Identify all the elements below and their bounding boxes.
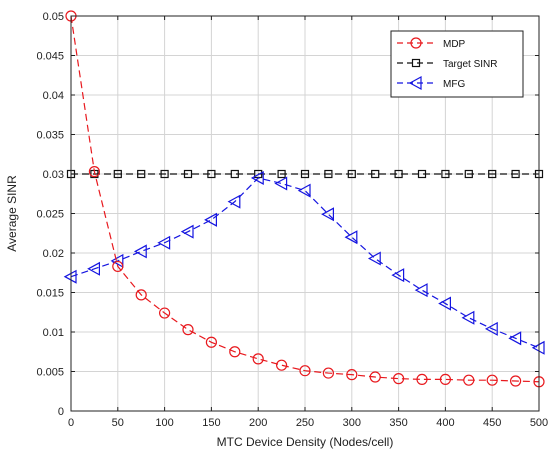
data-point-target-sinr bbox=[113, 169, 122, 179]
data-point-mdp bbox=[322, 367, 334, 379]
series-line-mdp bbox=[70, 15, 540, 383]
data-point-mfg bbox=[461, 310, 475, 325]
data-point-mfg bbox=[180, 224, 194, 239]
data-point-mfg bbox=[414, 283, 428, 298]
y-tick-label: 0.04 bbox=[43, 90, 64, 102]
data-point-mdp bbox=[182, 324, 194, 336]
legend-marker-target-sinr bbox=[411, 58, 421, 68]
x-tick-label: 500 bbox=[530, 417, 548, 429]
data-point-mfg bbox=[508, 331, 522, 346]
x-tick-label: 400 bbox=[436, 417, 454, 429]
y-tick-label: 0.05 bbox=[43, 11, 64, 23]
data-point-target-sinr bbox=[488, 169, 497, 179]
legend-marker-mfg bbox=[408, 75, 422, 91]
ticks: 0 50 100 150 200 250 300 350 400 450 500 0 0.005 0.01… bbox=[36, 11, 548, 429]
series-line-mfg bbox=[70, 177, 540, 349]
y-tick-label: 0.03 bbox=[43, 169, 64, 181]
data-point-mfg bbox=[87, 261, 101, 276]
series-mfg bbox=[63, 170, 545, 355]
legend-label-mdp: MDP bbox=[443, 39, 466, 50]
data-point-mdp bbox=[439, 373, 451, 385]
y-tick-label: 0.025 bbox=[36, 209, 64, 221]
data-point-mfg bbox=[484, 321, 498, 336]
data-point-mdp bbox=[393, 373, 405, 385]
data-point-mfg bbox=[227, 194, 241, 209]
data-point-mdp bbox=[205, 336, 217, 348]
x-tick-label: 450 bbox=[483, 417, 501, 429]
x-axis-title: MTC Device Density (Nodes/cell) bbox=[217, 435, 394, 449]
data-point-mdp bbox=[252, 353, 264, 365]
data-point-mfg bbox=[321, 207, 334, 222]
x-tick-label: 0 bbox=[68, 417, 74, 429]
data-point-mfg bbox=[133, 244, 147, 259]
data-point-mfg bbox=[344, 230, 358, 245]
data-point-target-sinr bbox=[230, 169, 239, 179]
y-tick-label: 0.005 bbox=[36, 367, 64, 379]
data-point-target-sinr bbox=[371, 169, 380, 179]
data-point-mdp bbox=[159, 307, 171, 319]
x-tick-label: 100 bbox=[155, 417, 173, 429]
data-point-mdp bbox=[509, 375, 522, 387]
data-point-mdp bbox=[229, 346, 241, 358]
legend: MDP Target SINR MFG bbox=[390, 30, 524, 98]
data-point-mdp bbox=[276, 359, 288, 371]
data-point-target-sinr bbox=[183, 169, 193, 179]
data-point-mdp bbox=[135, 289, 147, 301]
x-tick-label: 350 bbox=[389, 417, 407, 429]
legend-marker-mdp bbox=[410, 37, 422, 49]
legend-label-mfg: MFG bbox=[443, 79, 465, 90]
data-point-mdp bbox=[112, 260, 124, 273]
y-tick-label: 0.02 bbox=[43, 248, 64, 260]
data-point-target-sinr bbox=[417, 169, 427, 179]
data-point-mfg bbox=[250, 170, 264, 185]
data-point-mfg bbox=[297, 183, 311, 198]
data-point-mfg bbox=[391, 268, 405, 283]
data-point-mfg bbox=[157, 235, 171, 250]
data-point-target-sinr bbox=[464, 169, 473, 179]
data-point-target-sinr bbox=[137, 169, 146, 179]
data-point-target-sinr bbox=[324, 169, 333, 179]
data-point-mdp bbox=[416, 373, 428, 385]
x-tick-label: 200 bbox=[249, 417, 267, 429]
data-point-mdp bbox=[88, 166, 101, 178]
x-tick-label: 250 bbox=[296, 417, 314, 429]
y-tick-label: 0 bbox=[58, 406, 64, 418]
data-point-target-sinr bbox=[394, 169, 403, 179]
data-point-target-sinr bbox=[160, 169, 169, 179]
y-axis-title: Average SINR bbox=[5, 175, 19, 252]
x-tick-label: 50 bbox=[112, 417, 124, 429]
y-tick-label: 0.035 bbox=[36, 130, 64, 142]
data-point-target-sinr bbox=[441, 169, 450, 179]
x-tick-label: 300 bbox=[343, 417, 361, 429]
data-point-mdp bbox=[463, 374, 475, 386]
data-point-target-sinr bbox=[277, 169, 286, 179]
data-point-mdp bbox=[346, 369, 358, 381]
x-tick-label: 150 bbox=[202, 417, 220, 429]
data-point-mfg bbox=[367, 251, 381, 266]
data-point-target-sinr bbox=[511, 169, 520, 179]
y-tick-label: 0.01 bbox=[43, 327, 64, 339]
legend-label-target-sinr: Target SINR bbox=[443, 59, 497, 70]
data-point-mdp bbox=[486, 374, 498, 386]
series-mdp bbox=[65, 10, 545, 388]
data-point-target-sinr bbox=[347, 169, 356, 179]
series-layer bbox=[63, 10, 545, 388]
y-tick-label: 0.045 bbox=[36, 51, 64, 63]
data-point-mfg bbox=[110, 253, 124, 268]
data-point-mdp bbox=[299, 365, 311, 377]
y-tick-label: 0.015 bbox=[36, 288, 64, 300]
data-point-target-sinr bbox=[300, 169, 310, 179]
data-point-mfg bbox=[274, 176, 288, 191]
data-point-mfg bbox=[438, 296, 451, 311]
data-point-mfg bbox=[204, 212, 217, 227]
data-point-mdp bbox=[369, 371, 381, 383]
data-point-target-sinr bbox=[207, 169, 216, 179]
